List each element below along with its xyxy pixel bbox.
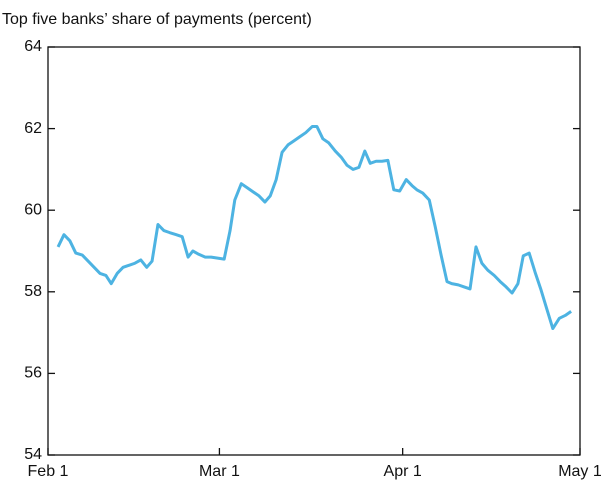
x-tick-label: Apr 1 [384, 463, 422, 480]
chart-title: Top five banks’ share of payments (perce… [2, 11, 312, 28]
plot-frame [47, 46, 581, 456]
y-tick-label: 54 [24, 446, 42, 463]
y-tick-label: 62 [24, 120, 42, 137]
x-tick-label: Feb 1 [28, 463, 69, 480]
x-tick-label: May 1 [558, 463, 602, 480]
y-tick-label: 64 [24, 38, 42, 55]
x-tick-label: Mar 1 [199, 463, 240, 480]
y-tick-label: 56 [24, 365, 42, 382]
y-tick-label: 60 [24, 201, 42, 218]
data-line [56, 125, 572, 331]
y-tick-label: 58 [24, 283, 42, 300]
